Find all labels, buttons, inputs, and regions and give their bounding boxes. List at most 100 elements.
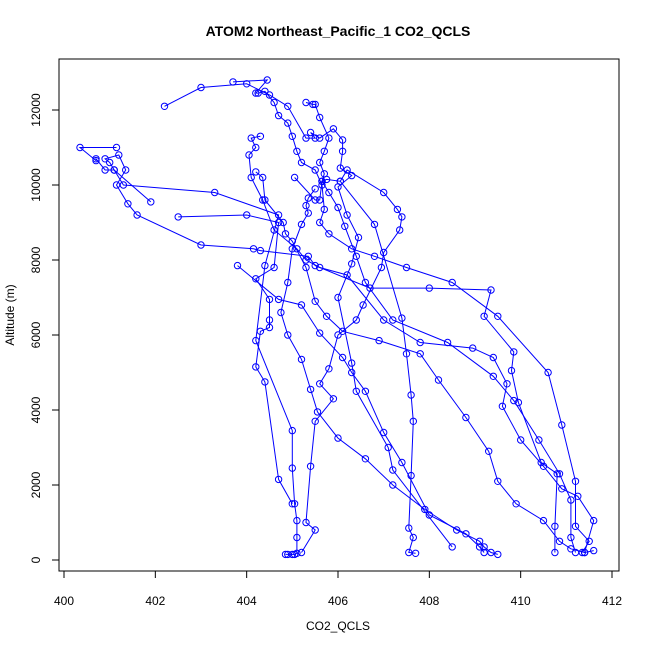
data-point (494, 477, 502, 485)
data-point (316, 196, 324, 204)
data-point (325, 230, 333, 238)
data-point (245, 151, 253, 159)
data-point (281, 230, 290, 238)
data-point (343, 271, 351, 279)
data-point (487, 548, 495, 557)
data-point (270, 98, 278, 107)
data-point (119, 181, 128, 189)
data-point (302, 518, 310, 527)
data-point (243, 211, 251, 219)
data-point (361, 278, 370, 287)
data-point (402, 263, 411, 272)
data-point (402, 350, 411, 358)
data-point (462, 413, 470, 422)
x-tick-label: 406 (328, 594, 348, 608)
data-point (334, 203, 342, 212)
data-point (304, 194, 312, 202)
data-point (396, 226, 404, 234)
x-tick-label: 404 (237, 594, 257, 608)
data-point (416, 350, 424, 358)
data-point (160, 102, 169, 111)
data-point (259, 196, 267, 204)
data-point (211, 188, 219, 197)
data-point (558, 485, 566, 493)
data-point (555, 537, 564, 545)
data-point (475, 537, 484, 545)
data-point (288, 245, 296, 253)
data-point (256, 246, 265, 255)
data-point (325, 134, 333, 142)
data-point (361, 455, 370, 463)
data-point (302, 263, 310, 272)
data-point (343, 211, 351, 219)
profile-series (174, 211, 296, 508)
data-point (352, 387, 360, 395)
data-point (389, 316, 397, 324)
data-point (398, 314, 406, 322)
data-point (197, 241, 205, 249)
data-point (407, 471, 415, 480)
profile-line (301, 169, 403, 553)
data-point (311, 261, 319, 270)
data-point (265, 316, 274, 324)
x-tick-label: 408 (419, 594, 439, 608)
profile-line (104, 154, 558, 553)
data-point (375, 336, 383, 345)
data-point (480, 312, 488, 320)
x-axis: 400 402 404 406 408 410 412 (54, 570, 622, 608)
data-point (274, 218, 283, 227)
data-point (320, 147, 328, 156)
data-point (311, 166, 319, 174)
data-point (247, 134, 255, 142)
data-point (539, 516, 548, 525)
data-point (284, 331, 292, 339)
data-point (485, 447, 493, 455)
data-point (261, 87, 269, 96)
data-point (288, 500, 296, 508)
profile-line (232, 79, 590, 553)
data-point (302, 98, 310, 107)
profile-series (233, 261, 488, 557)
data-point (421, 505, 429, 514)
data-point (480, 548, 488, 557)
data-point (302, 256, 310, 264)
profile-series (277, 185, 502, 559)
data-point (407, 391, 415, 399)
data-point (265, 91, 274, 99)
data-point (106, 158, 114, 167)
y-tick-label: 2000 (29, 471, 43, 498)
data-point (261, 378, 269, 386)
data-point (297, 548, 306, 557)
data-point (279, 218, 287, 227)
data-point (261, 261, 269, 270)
data-point (320, 205, 328, 214)
data-point (288, 132, 296, 141)
data-point (252, 168, 260, 176)
data-point (297, 158, 306, 167)
data-point (265, 295, 274, 304)
data-point (256, 132, 265, 141)
data-point (316, 113, 324, 122)
profile-line (178, 214, 293, 505)
data-point (316, 329, 324, 337)
data-point (252, 363, 260, 371)
data-point (448, 543, 456, 551)
data-point (284, 119, 292, 127)
data-point (297, 301, 306, 309)
data-point (590, 546, 598, 555)
data-point (411, 549, 420, 557)
data-point (334, 293, 342, 302)
data-point (571, 548, 580, 557)
data-point (359, 301, 367, 309)
data-point (290, 173, 299, 182)
y-tick-label: 8000 (29, 246, 43, 273)
x-tick-label: 410 (511, 594, 531, 608)
data-point (443, 338, 452, 347)
data-point (571, 522, 580, 530)
data-point (354, 233, 363, 242)
chart-title: ATOM2 Northeast_Pacific_1 CO2_QCLS (206, 23, 471, 39)
data-point (551, 548, 559, 557)
data-point (316, 380, 324, 388)
profile-series (101, 151, 561, 557)
data-point (336, 164, 344, 172)
